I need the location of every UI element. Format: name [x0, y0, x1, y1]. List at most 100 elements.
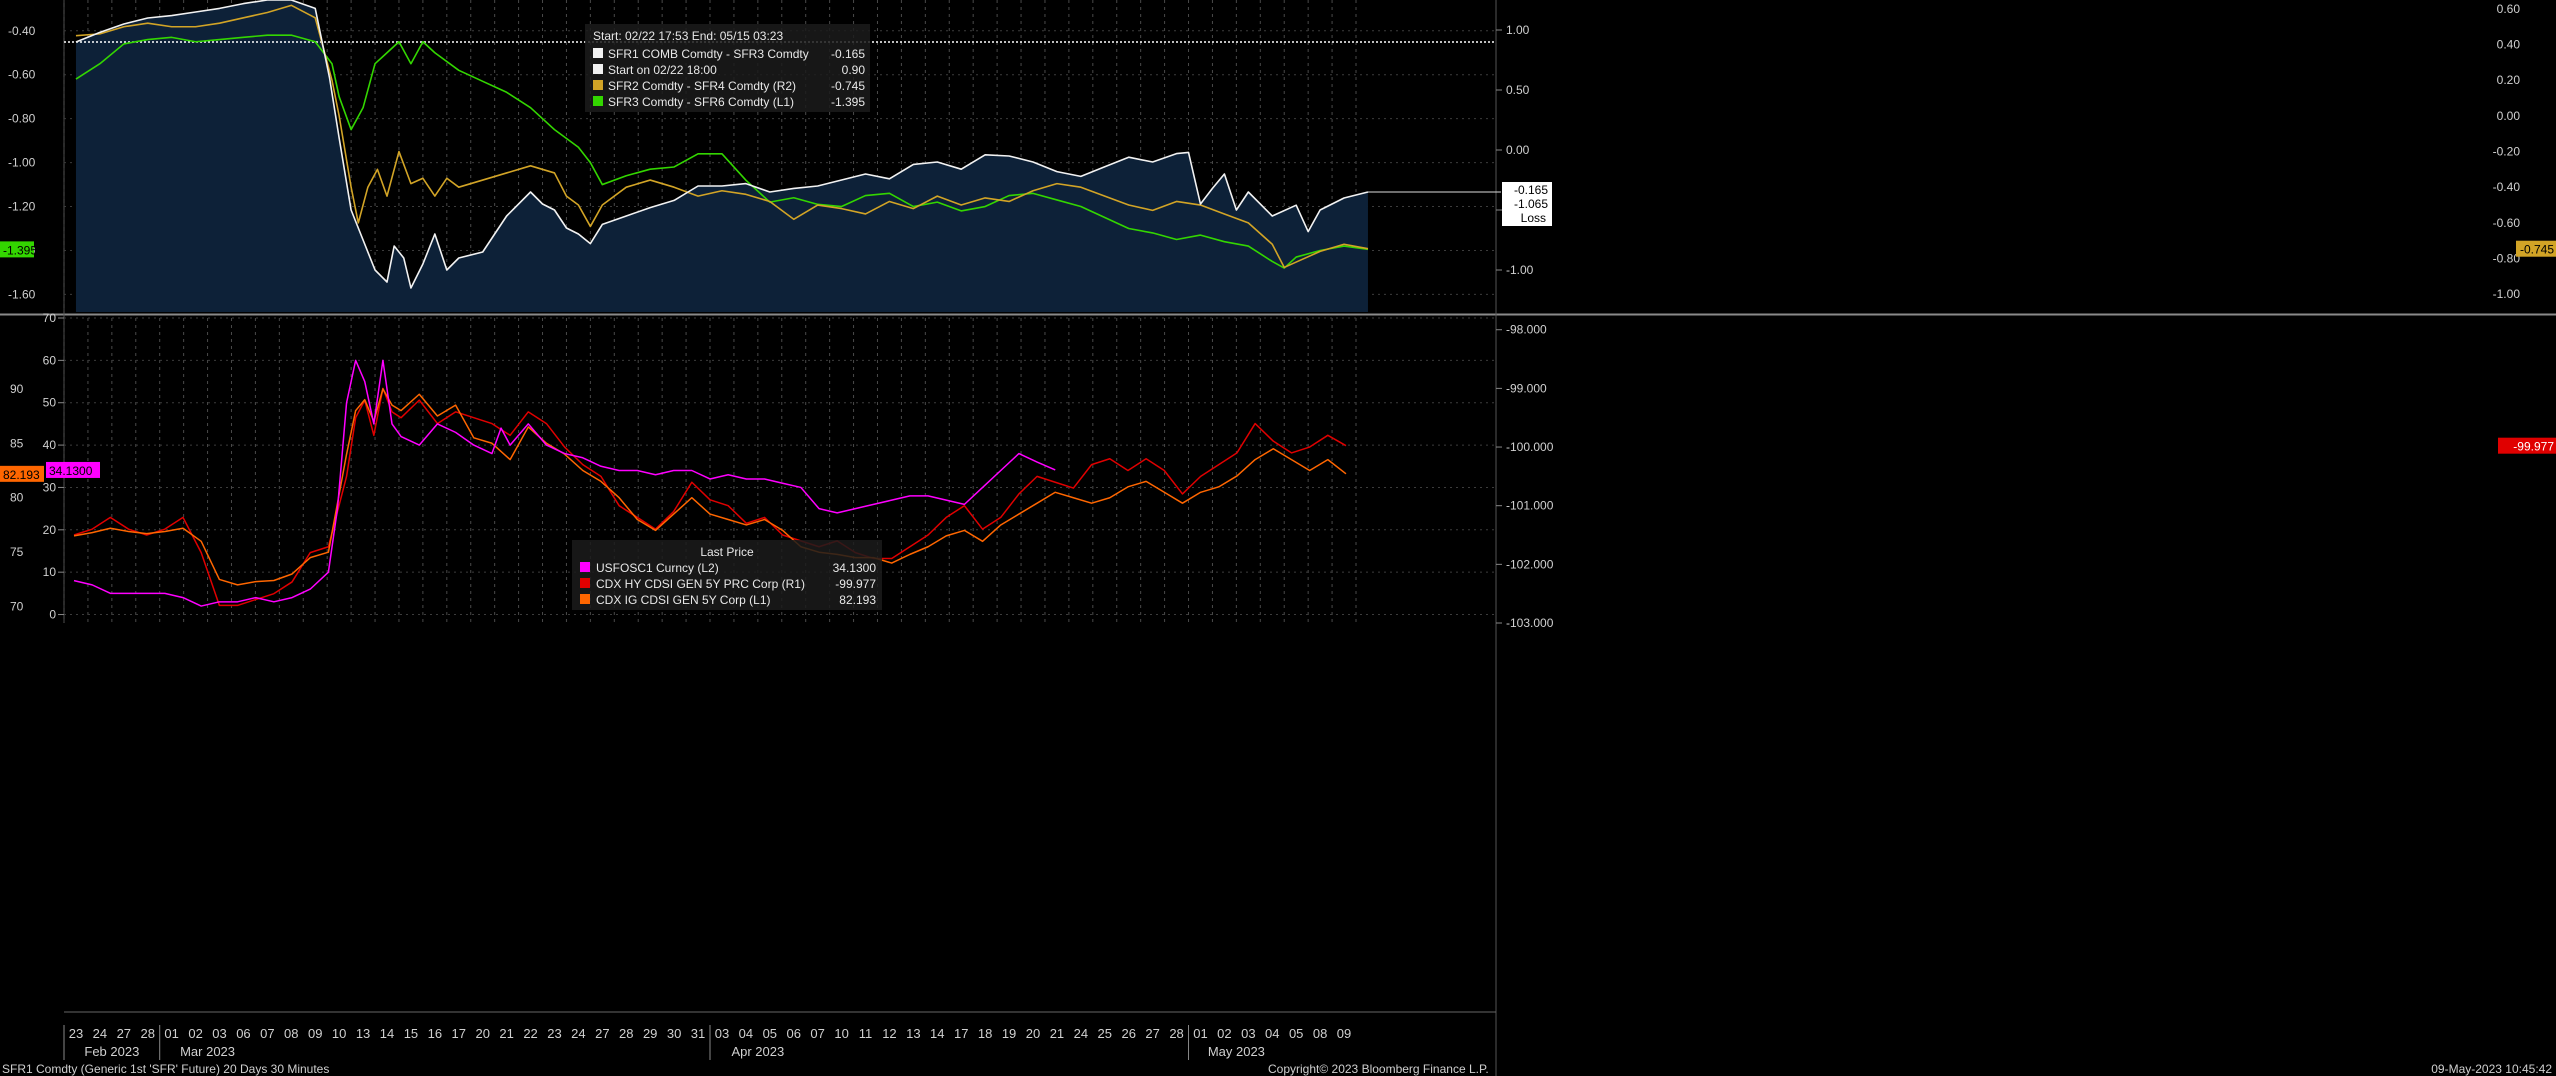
x-tick-day-label: 27: [1145, 1026, 1159, 1041]
top-legend-label: SFR1 COMB Comdty - SFR3 Comdty: [608, 47, 809, 61]
footer-security-description: SFR1 Comdty (Generic 1st 'SFR' Future) 2…: [2, 1062, 330, 1076]
x-tick-day-label: 09: [308, 1026, 322, 1041]
top-left-tick-label: -1.60: [8, 287, 36, 301]
series-sfr3-sfr6-line: [75, 34, 1369, 269]
bottom-legend-swatch: [580, 578, 590, 588]
x-month-label: Feb 2023: [84, 1044, 139, 1059]
x-tick-day-label: 21: [499, 1026, 513, 1041]
bottom-left-inner-tick-label: 20: [43, 523, 57, 537]
top-left-last-value: -1.395: [0, 241, 37, 258]
bottom-left-orange-last-value: 82.193: [0, 465, 44, 482]
bottom-legend-label: CDX IG CDSI GEN 5Y Corp (L1): [596, 593, 771, 607]
x-tick-day-label: 08: [284, 1026, 298, 1041]
bottom-left-inner-tick-label: 0: [49, 608, 56, 622]
top-right-inner-tick-label: 0.50: [1506, 83, 1530, 97]
top-left-tick-label: -0.80: [8, 112, 36, 126]
top-right-outer-tick-label: 0.20: [2497, 73, 2521, 87]
top-right-outer-tick-label: -0.40: [2493, 180, 2521, 194]
top-left-last-value-bg: [0, 241, 34, 258]
bottom-left-outer-tick-label: 80: [10, 491, 24, 505]
top-legend-swatch: [593, 64, 603, 74]
bottom-left-outer-tick-label: 70: [10, 600, 24, 614]
top-right-gold-last-value-text: -0.745: [2520, 243, 2554, 257]
series-sfr1-sfr3-line: [75, 0, 1369, 289]
bottom-legend: Last Price USFOSC1 Curncy (L2) 34.1300 CDX …: [572, 540, 882, 610]
bottom-legend-value: -99.977: [835, 577, 876, 591]
footer-copyright: Copyright© 2023 Bloomberg Finance L.P.: [1268, 1062, 1489, 1076]
top-right-last-value-bg: [1502, 182, 1552, 226]
bottom-legend-swatch: [580, 594, 590, 604]
x-tick-day-label: 30: [667, 1026, 681, 1041]
x-tick-day-label: 21: [1050, 1026, 1064, 1041]
x-tick-day-label: 07: [260, 1026, 274, 1041]
x-tick-day-label: 05: [763, 1026, 777, 1041]
series-cdx-hy-line: [73, 387, 1347, 607]
top-legend: Start: 02/22 17:53 End: 05/15 03:23 SFR1 …: [585, 24, 870, 112]
x-tick-day-label: 24: [93, 1026, 107, 1041]
top-left-tick-label: -1.20: [8, 200, 36, 214]
x-month-label: Apr 2023: [731, 1044, 784, 1059]
x-tick-day-label: 14: [380, 1026, 394, 1041]
top-left-last-value-text: -1.395: [3, 243, 37, 257]
bottom-right-red-last-value: -99.977: [2498, 437, 2556, 454]
x-tick-day-label: 16: [428, 1026, 442, 1041]
top-legend-swatch: [593, 96, 603, 106]
top-legend-label: SFR3 Comdty - SFR6 Comdty (L1): [608, 95, 794, 109]
bottom-left-orange-last-value-text: 82.193: [3, 468, 40, 482]
series-usfosc1-line: [73, 359, 1056, 607]
top-legend-swatch: [593, 80, 603, 90]
top-right-outer-tick-label: -0.80: [2493, 252, 2521, 266]
top-right-outer-tick-label: 0.00: [2497, 109, 2521, 123]
bottom-legend-value: 82.193: [839, 593, 876, 607]
top-right-gold-last-value-bg: [2516, 240, 2556, 257]
x-tick-day-label: 28: [1169, 1026, 1183, 1041]
x-month-label: May 2023: [1208, 1044, 1265, 1059]
x-tick-day-label: 22: [523, 1026, 537, 1041]
x-tick-day-label: 23: [547, 1026, 561, 1041]
x-tick-day-label: 29: [643, 1026, 657, 1041]
x-tick-day-label: 10: [834, 1026, 848, 1041]
top-legend-value: -1.395: [831, 95, 865, 109]
x-tick-day-label: 09: [1337, 1026, 1351, 1041]
x-tick-day-label: 31: [691, 1026, 705, 1041]
top-right-inner-tick-label: 0.00: [1506, 143, 1530, 157]
x-tick-day-label: 11: [859, 1026, 873, 1041]
top-right-gold-last-value: -0.745: [2516, 240, 2556, 257]
top-right-outer-tick-label: -0.20: [2493, 145, 2521, 159]
x-tick-day-label: 28: [141, 1026, 155, 1041]
top-legend-header: Start: 02/22 17:53 End: 05/15 03:23: [593, 29, 783, 43]
x-tick-day-label: 17: [954, 1026, 968, 1041]
x-tick-day-label: 12: [882, 1026, 896, 1041]
bottom-right-tick-label: -101.000: [1506, 499, 1554, 513]
bottom-right-tick-label: -103.000: [1506, 616, 1554, 630]
footer-timestamp: 09-May-2023 10:45:42: [2431, 1062, 2552, 1076]
x-tick-day-label: 15: [404, 1026, 418, 1041]
x-tick-day-label: 20: [1026, 1026, 1040, 1041]
top-right-outer-tick-label: 0.40: [2497, 38, 2521, 52]
x-tick-day-label: 07: [810, 1026, 824, 1041]
x-axis: 23 24 27 28 01 02 03 06 07 08 09 10 13 14 15 16 17 20 21 22…: [63, 1011, 1496, 1060]
bottom-right-tick-label: -99.000: [1506, 381, 1547, 395]
x-tick-day-label: 26: [1121, 1026, 1135, 1041]
bottom-left-outer-tick-label: 90: [10, 382, 24, 396]
bottom-left-inner-tick-label: 40: [43, 438, 57, 452]
top-legend-swatch: [593, 48, 603, 58]
x-tick-day-label: 13: [906, 1026, 920, 1041]
top-legend-value: -0.745: [831, 79, 865, 93]
x-tick-day-label: 27: [117, 1026, 131, 1041]
series-cdx-ig-line: [73, 388, 1347, 586]
top-legend-label: Start on 02/22 18:00: [608, 63, 717, 77]
x-tick-day-label: 19: [1002, 1026, 1016, 1041]
bottom-left-magenta-last-value-bg: [46, 461, 100, 478]
x-tick-day-label: 14: [930, 1026, 944, 1041]
top-right-outer-tick-label: -0.60: [2493, 216, 2521, 230]
bottom-left-inner-tick-label: 60: [43, 353, 57, 367]
bottom-left-inner-tick-label: 30: [43, 480, 57, 494]
bottom-left-inner-tick-label: 50: [43, 396, 57, 410]
x-tick-day-label: 13: [356, 1026, 370, 1041]
top-left-tick-label: -0.60: [8, 68, 36, 82]
top-right-last-value-text: -0.165: [1514, 183, 1548, 197]
x-tick-day-label: 03: [212, 1026, 226, 1041]
